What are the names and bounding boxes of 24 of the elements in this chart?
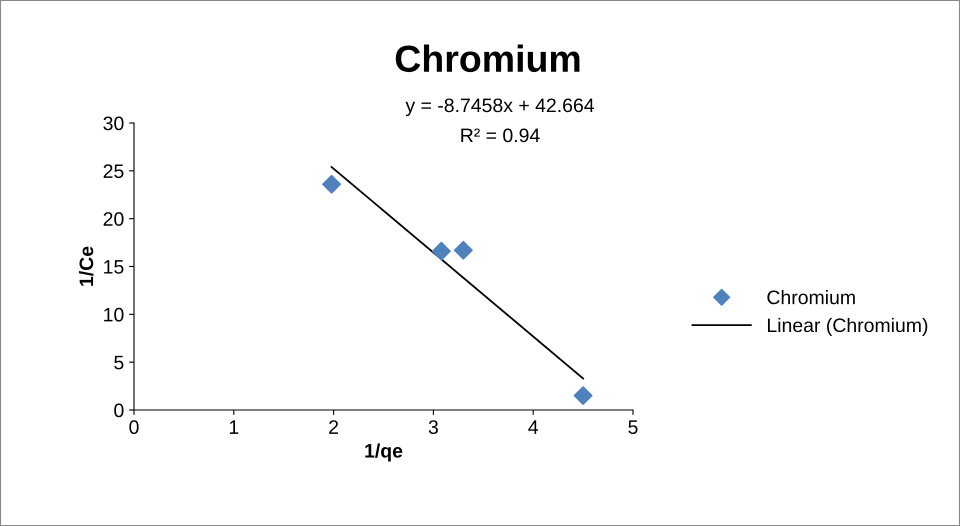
chart-title: Chromium [396,44,580,72]
x-axis-title: 1/qe [365,443,402,462]
legend-label: Chromium [767,290,855,304]
point [322,174,342,194]
y-tick-label: 15 [104,260,124,274]
x-tick-label: 1 [230,420,238,434]
y-tick-label: 25 [104,164,124,178]
point [432,242,451,261]
y-tick-label: 10 [104,308,124,322]
x-tick-label: 4 [528,420,538,434]
y-tick-label: 30 [103,116,124,130]
x-tick-label: 5 [628,420,638,434]
legend-label: Linear (Chromium) [768,318,928,336]
y-tick-label: 20 [104,212,124,226]
text: y = -8.7458x + 42.664 [405,98,594,116]
x-tick-label: 2 [329,420,338,434]
y-tick-label: 0 [114,403,124,418]
x-tick-label: 0 [129,420,139,434]
annotation: R² = 0.94 [461,128,540,142]
y-axis-title: 1/Ce [78,246,94,286]
x-tick-label: 3 [428,420,438,434]
point [574,386,593,406]
y-tick-label: 5 [114,356,124,370]
point [454,240,473,260]
